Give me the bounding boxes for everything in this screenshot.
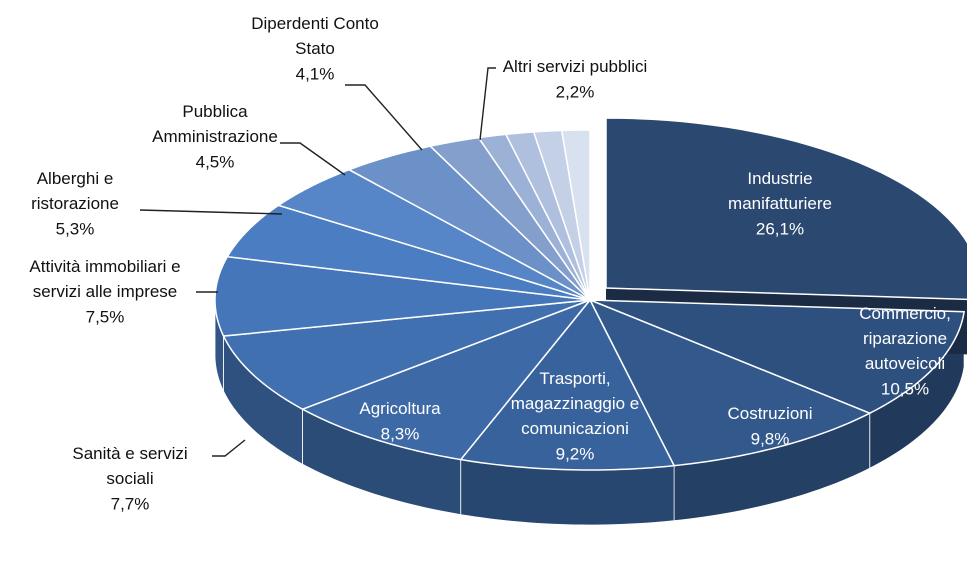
value-label: 2,2% xyxy=(556,82,595,101)
slice xyxy=(226,204,591,301)
slice-label-line: sociali xyxy=(106,469,153,488)
slice xyxy=(300,298,593,461)
slice-label-line: Agricoltura xyxy=(359,399,441,418)
slice-label-line: manifatturiere xyxy=(728,194,832,213)
slice-label-line: Trasporti, xyxy=(539,369,610,388)
value-label: 26,1% xyxy=(756,219,804,238)
slice-label-line: Pubblica xyxy=(182,102,248,121)
leader-line xyxy=(280,142,346,176)
slice-label-line: riparazione xyxy=(863,329,947,348)
slice xyxy=(276,168,591,301)
slice-label-line: Commercio, xyxy=(859,304,951,323)
slice-label-line: autoveicoli xyxy=(865,354,945,373)
value-label: 10,5% xyxy=(881,379,929,398)
leader-line xyxy=(212,439,246,457)
slice-label: Trasporti, magazzinaggio e comunicazioni xyxy=(511,369,640,438)
slice xyxy=(605,117,967,301)
slice-label-line: Diperdenti Conto xyxy=(251,14,379,33)
value-label: 4,1% xyxy=(296,64,335,83)
slice-label-line: comunicazioni xyxy=(521,419,629,438)
slice-label-line: Attività immobiliari e xyxy=(29,257,180,276)
slice-label: Commercio, riparazione autoveicoli xyxy=(859,304,951,373)
slice-label: Altri servizi pubblici xyxy=(503,57,648,76)
value-label: 5,3% xyxy=(56,219,95,238)
slice-label: Industrie manifatturiere xyxy=(728,169,832,213)
slice-label: Diperdenti Conto Stato xyxy=(251,14,379,58)
value-label: 7,7% xyxy=(111,494,150,513)
slice xyxy=(560,129,591,301)
slice-label-line: Alberghi e xyxy=(37,169,114,188)
value-label: 9,2% xyxy=(556,444,595,463)
leader-line xyxy=(345,84,423,151)
slice-label-line: Stato xyxy=(295,39,335,58)
slice-label-line: Altri servizi pubblici xyxy=(503,57,648,76)
slice-label: Costruzioni xyxy=(727,404,812,423)
leader-line xyxy=(139,209,283,215)
slice xyxy=(347,145,591,301)
slice xyxy=(214,255,591,337)
slice-label-line: Sanità e servizi xyxy=(72,444,187,463)
slice xyxy=(477,133,591,301)
slice xyxy=(589,299,965,415)
slice-label-line: Industrie xyxy=(747,169,812,188)
leader-line xyxy=(479,67,496,141)
slice-label: Attività immobiliari e servizi alle impre… xyxy=(29,257,180,301)
slice xyxy=(532,129,591,301)
value-label: 4,5% xyxy=(196,152,235,171)
slice-label-line: servizi alle imprese xyxy=(33,282,178,301)
slice-label: Sanità e servizi sociali xyxy=(72,444,187,488)
slice xyxy=(588,298,872,467)
slice-label-line: ristorazione xyxy=(31,194,119,213)
slice xyxy=(459,298,676,471)
value-label: 7,5% xyxy=(86,307,125,326)
slice-label: Alberghi e ristorazione xyxy=(31,169,119,213)
slice-label: Agricoltura xyxy=(359,399,441,418)
slice-label-line: Amministrazione xyxy=(152,127,278,146)
slice-label: Pubblica Amministrazione xyxy=(152,102,278,146)
slice-label-line: Costruzioni xyxy=(727,404,812,423)
slice xyxy=(428,136,591,301)
value-label: 8,3% xyxy=(381,424,420,443)
slice xyxy=(504,131,591,301)
slice-label-line: magazzinaggio e xyxy=(511,394,640,413)
value-label: 9,8% xyxy=(751,429,790,448)
